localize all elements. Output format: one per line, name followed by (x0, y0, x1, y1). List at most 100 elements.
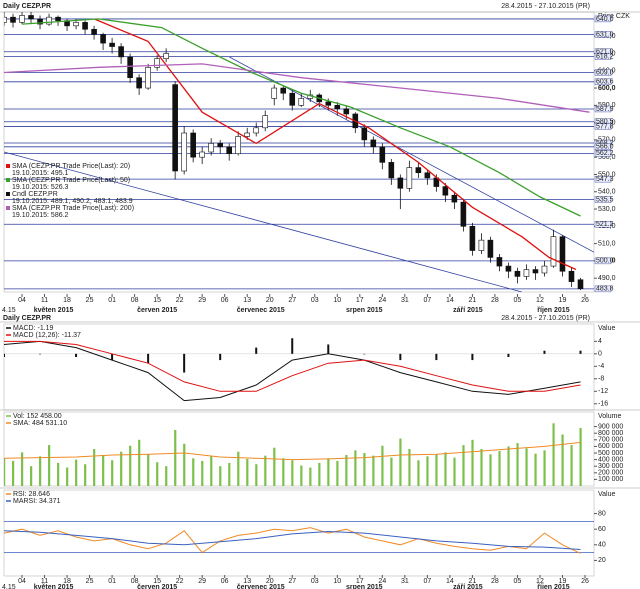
volume-bar (264, 455, 267, 486)
candle-body (550, 236, 557, 267)
volume-bar (525, 448, 528, 486)
y-tick-label: 600 000 (598, 443, 623, 450)
level-label: 500.0 (596, 258, 614, 265)
volume-bar (354, 450, 357, 486)
candle-body (199, 151, 205, 158)
x-tick-label: 29 (198, 297, 206, 304)
month-label: červen 2015 (137, 584, 177, 589)
candle-body (361, 127, 368, 141)
y-tick-label: 20 (598, 557, 606, 564)
candle-body (190, 132, 196, 158)
legend-swatch (6, 178, 10, 182)
volume-bar (561, 434, 564, 486)
volume-bar (462, 445, 465, 486)
level-label: 609.0 (596, 69, 614, 76)
y-tick-label: 80 (598, 510, 606, 517)
volume-bar (516, 443, 519, 486)
candle-body (514, 270, 521, 277)
level-label: 640.0 (596, 16, 614, 23)
volume-bar (147, 454, 150, 486)
y-tick-label: 700 000 (598, 437, 623, 444)
level-tag (594, 257, 612, 265)
x-tick-label: 15 (153, 578, 161, 585)
y-tick-label: 800 000 (598, 430, 623, 437)
level-label: 621.0 (596, 49, 614, 56)
volume-bar (138, 439, 141, 486)
legend-swatch (6, 164, 10, 168)
volume-bar (273, 447, 276, 486)
macd-histogram-bar (579, 350, 582, 354)
volume-bar (156, 462, 159, 486)
level-label: 568.2 (596, 140, 614, 147)
x-tick-label: 01 (108, 297, 116, 304)
x-tick-label: 07 (423, 297, 431, 304)
volume-bar (12, 460, 15, 486)
candle-body (127, 56, 133, 78)
candle-body (289, 92, 296, 106)
candle-body (559, 236, 566, 272)
candle-body (235, 136, 241, 155)
month-label: srpen 2015 (346, 584, 383, 589)
volume-bar (381, 445, 384, 486)
x-tick-label: 17 (356, 578, 364, 585)
y-tick-label: -12 (598, 388, 608, 395)
legend-name: MARSI: 34.371 (13, 498, 61, 505)
legend-value: 19.10.2015: 489.1, 490.2, 483.1, 483.9 (12, 198, 133, 205)
x-tick-label: 18 (63, 578, 71, 585)
candle-body (109, 42, 115, 47)
candle-body (28, 15, 34, 20)
pane-plot (4, 521, 594, 554)
month-label: srpen 2015 (346, 307, 383, 314)
period-label: 4.15 (2, 584, 16, 589)
volume-bar (345, 454, 348, 486)
volume-bar (192, 458, 195, 486)
level-label: 618.2 (596, 53, 614, 60)
candle-body (442, 186, 449, 196)
y-tick-label: -8 (598, 376, 604, 383)
level-tag (594, 123, 612, 130)
candle-body (541, 265, 548, 274)
legend-name: RSI: 28.646 (13, 491, 50, 498)
period-label: 4.15 (2, 307, 16, 314)
macd-histogram-bar (75, 353, 78, 357)
x-tick-label: 24 (378, 297, 386, 304)
legend-name: SMA (CEZP.PR Trade Price(Last): 20) (12, 163, 130, 170)
level-label: 566.0 (596, 144, 614, 151)
candle-body (334, 105, 341, 110)
volume-bar (300, 465, 303, 486)
volume-bar (228, 462, 231, 486)
candle-body (226, 146, 232, 155)
volume-bar (408, 449, 411, 486)
volume-bar (390, 457, 393, 486)
volume-bar (201, 460, 204, 486)
candle-body (406, 167, 413, 189)
level-label: 580.5 (596, 119, 614, 126)
x-tick-label: 17 (356, 297, 364, 304)
x-tick-label: 11 (41, 578, 48, 585)
candle-body (325, 101, 332, 106)
level-tag (594, 78, 612, 86)
y-tick-label: 590,0 (598, 102, 616, 109)
volume-bar (318, 462, 321, 486)
macd-histogram-bar (4, 353, 5, 357)
volume-bar (30, 466, 33, 486)
pane-subtitle: 28.4.2015 - 27.10.2015 (PR) (501, 315, 590, 322)
level-label: 587.9 (596, 106, 614, 113)
volume-bar (120, 451, 123, 486)
month-label: říjen 2015 (537, 307, 569, 314)
x-tick-label: 08 (131, 297, 139, 304)
x-tick-label: 20 (266, 297, 274, 304)
candle-body (298, 98, 305, 106)
y-tick-label: 0 (598, 351, 602, 358)
macd-histogram-bar (219, 353, 222, 361)
y-axis-label: Volume (598, 413, 621, 420)
x-tick-label: 31 (401, 578, 409, 585)
y-tick-label: 4 (598, 338, 602, 345)
y-tick-label: 550,0 (598, 171, 616, 178)
y-axis-label: Price CZK (598, 13, 630, 20)
month-label: září 2015 (453, 584, 483, 589)
pane-plot (4, 12, 594, 292)
level-label: 631.0 (596, 31, 614, 38)
x-tick-label: 18 (63, 297, 71, 304)
